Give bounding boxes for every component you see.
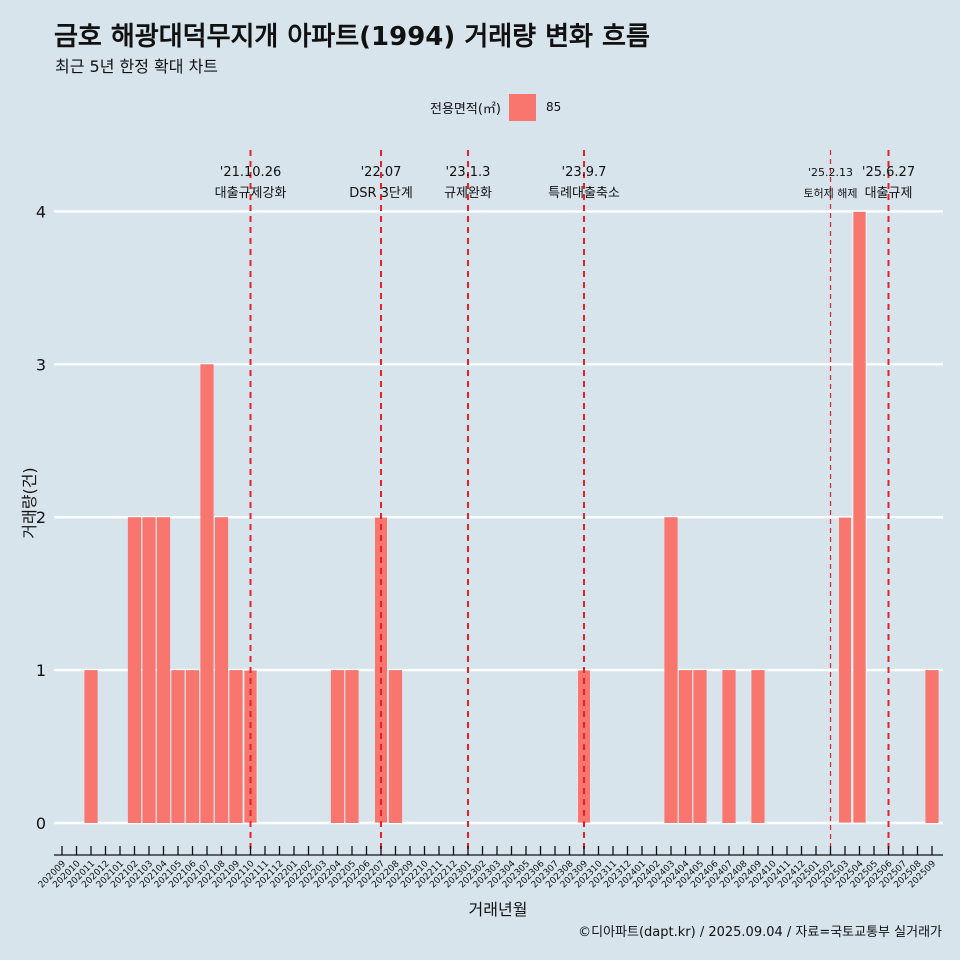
event-date: '25.6.27 <box>862 165 915 180</box>
bar <box>925 670 939 823</box>
x-axis-label: 거래년월 <box>468 900 528 919</box>
y-tick-label: 0 <box>36 814 46 833</box>
event-label: 특례대출축소 <box>548 186 620 201</box>
legend-title: 전용면적(㎡) <box>430 101 501 117</box>
chart-subtitle: 최근 5년 한정 확대 차트 <box>55 57 219 76</box>
bar <box>214 517 229 823</box>
event-date: '23.1.3 <box>446 165 491 180</box>
bar <box>751 670 765 823</box>
event-label: 규제완화 <box>444 186 492 201</box>
legend-key-swatch <box>508 93 536 121</box>
bar <box>229 670 243 823</box>
event-label: DSR 3단계 <box>349 186 413 201</box>
event-date: '22.07 <box>361 165 402 180</box>
bar <box>200 364 214 823</box>
y-tick-label: 1 <box>36 661 46 680</box>
bar <box>171 670 185 823</box>
bar <box>678 670 693 823</box>
y-tick-label: 3 <box>36 355 46 374</box>
source-caption: ©디아파트(dapt.kr) / 2025.09.04 / 자료=국토교통부 실… <box>578 925 942 940</box>
y-axis-label: 거래량(건) <box>20 467 39 539</box>
bar <box>330 670 345 823</box>
y-tick-label: 2 <box>36 508 46 527</box>
event-date: '25.2.13 <box>808 166 853 179</box>
bar <box>127 517 142 823</box>
bar <box>664 517 678 823</box>
bar <box>185 670 200 823</box>
y-tick-label: 4 <box>36 202 46 221</box>
event-date: '23.9.7 <box>562 165 607 180</box>
bar <box>852 210 867 824</box>
bar <box>388 670 403 823</box>
event-date: '21.10.26 <box>220 165 281 180</box>
legend-item-label: 85 <box>545 100 562 114</box>
bar <box>722 670 736 823</box>
chart-title: 금호 해광대덕무지개 아파트(1994) 거래량 변화 흐름 <box>54 22 650 52</box>
bar <box>838 516 853 824</box>
bar <box>84 670 98 823</box>
event-label: 대출규제 <box>865 186 913 201</box>
event-label: 토허제 해제 <box>803 186 857 200</box>
bar <box>142 517 156 823</box>
bar <box>345 670 359 823</box>
event-label: 대출규제강화 <box>215 186 287 201</box>
bar <box>156 517 171 823</box>
legend: 전용면적(㎡) 85 <box>430 93 561 121</box>
bar <box>693 670 707 823</box>
